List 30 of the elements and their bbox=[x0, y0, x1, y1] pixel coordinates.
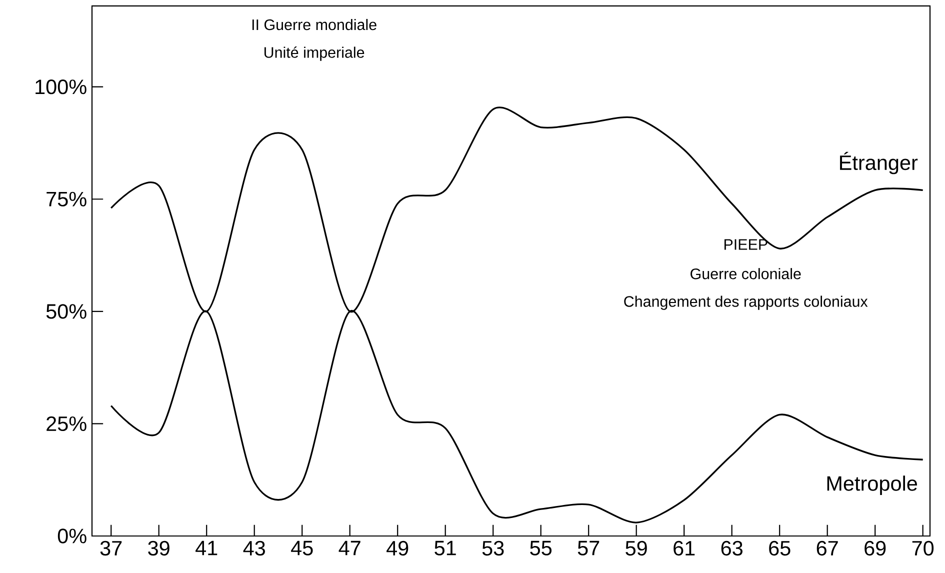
annotation: Unité imperiale bbox=[264, 46, 364, 61]
x-tick-label: 55 bbox=[530, 540, 552, 556]
x-tick-label: 69 bbox=[864, 540, 886, 556]
x-tick-label: 53 bbox=[482, 540, 504, 556]
y-tick-label: 0% bbox=[58, 528, 86, 544]
x-tick-label: 47 bbox=[338, 540, 360, 556]
annotation: II Guerre mondiale bbox=[252, 18, 376, 30]
x-tick-label: 41 bbox=[196, 540, 218, 556]
x-tick-label: 70 bbox=[912, 540, 934, 556]
x-tick-label: 37 bbox=[100, 540, 122, 556]
y-tick-label: 50% bbox=[46, 304, 86, 319]
x-tick-label: 43 bbox=[243, 540, 265, 556]
x-tick-label: 65 bbox=[769, 540, 790, 556]
annotation: PIEEP bbox=[724, 239, 768, 250]
x-tick-label: 63 bbox=[721, 540, 742, 556]
x-tick-label: 39 bbox=[148, 540, 170, 556]
x-tick-label: 61 bbox=[674, 540, 695, 556]
x-tick-label: 45 bbox=[291, 540, 313, 556]
x-tick-label: 49 bbox=[386, 540, 408, 556]
x-tick-label: 59 bbox=[626, 540, 647, 556]
series-label: Metropole bbox=[827, 476, 918, 495]
x-tick-label: 57 bbox=[578, 540, 600, 556]
x-tick-label: 51 bbox=[434, 540, 456, 556]
annotation: Guerre coloniale bbox=[690, 268, 801, 280]
y-tick-label: 75% bbox=[46, 192, 86, 206]
x-tick-label: 67 bbox=[816, 540, 838, 556]
annotation: Changement des rapports coloniaux bbox=[624, 296, 868, 310]
y-tick-label: 100% bbox=[36, 79, 86, 94]
y-tick-label: 25% bbox=[46, 416, 86, 432]
series-label: Étranger bbox=[840, 152, 918, 174]
